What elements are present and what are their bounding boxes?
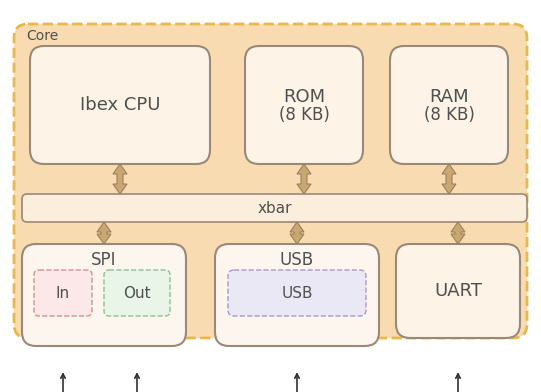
Text: RAM: RAM (429, 88, 469, 106)
FancyBboxPatch shape (14, 24, 527, 338)
Text: (8 KB): (8 KB) (424, 106, 474, 124)
Polygon shape (97, 222, 111, 244)
FancyBboxPatch shape (245, 46, 363, 164)
Text: UART: UART (434, 282, 482, 300)
Text: (8 KB): (8 KB) (279, 106, 329, 124)
Text: ROM: ROM (283, 88, 325, 106)
FancyBboxPatch shape (396, 244, 520, 338)
FancyBboxPatch shape (215, 244, 379, 346)
Text: Ibex CPU: Ibex CPU (80, 96, 160, 114)
Text: xbar: xbar (258, 200, 292, 216)
Text: Out: Out (123, 285, 151, 301)
FancyBboxPatch shape (34, 270, 92, 316)
FancyBboxPatch shape (22, 244, 186, 346)
Polygon shape (442, 164, 456, 194)
FancyBboxPatch shape (228, 270, 366, 316)
Text: USB: USB (280, 251, 314, 269)
Text: USB: USB (281, 285, 313, 301)
Text: SPI: SPI (91, 251, 117, 269)
Text: Core: Core (26, 29, 58, 43)
FancyBboxPatch shape (22, 194, 527, 222)
Polygon shape (290, 222, 304, 244)
Polygon shape (451, 222, 465, 244)
Text: In: In (56, 285, 70, 301)
Polygon shape (297, 164, 311, 194)
FancyBboxPatch shape (104, 270, 170, 316)
FancyBboxPatch shape (390, 46, 508, 164)
FancyBboxPatch shape (30, 46, 210, 164)
Polygon shape (113, 164, 127, 194)
